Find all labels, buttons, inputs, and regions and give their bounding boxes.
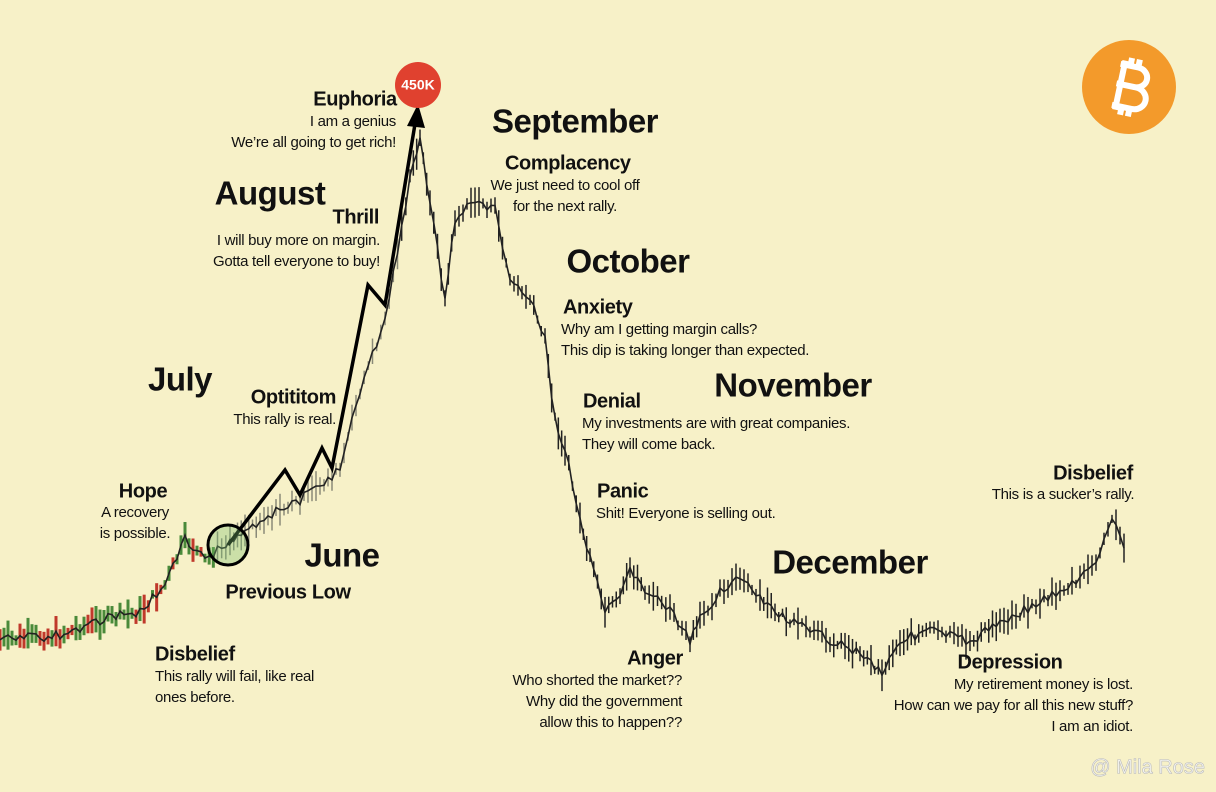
stage-line: Who shorted the market?? bbox=[512, 672, 682, 689]
stage-line: for the next rally. bbox=[513, 198, 617, 215]
price-line bbox=[0, 129, 1125, 692]
month-label: October bbox=[566, 243, 690, 280]
previous-low-label: Previous Low bbox=[225, 581, 351, 603]
stage-line: is possible. bbox=[100, 525, 171, 542]
stage-title: Denial bbox=[583, 390, 641, 412]
stage-line: Why did the government bbox=[526, 693, 683, 710]
month-label: July bbox=[148, 361, 213, 398]
watermark: @ Mila Rose bbox=[1090, 756, 1205, 778]
trend-arrow bbox=[226, 117, 418, 547]
stage-title: Thrill bbox=[333, 206, 380, 228]
badge-label: 450K bbox=[401, 77, 434, 93]
stage-line: I am a genius bbox=[310, 113, 396, 130]
stage-title: Euphoria bbox=[313, 88, 398, 110]
month-label: June bbox=[304, 537, 379, 574]
stage-line: Shit! Everyone is selling out. bbox=[596, 505, 775, 522]
stage-line: This rally is real. bbox=[233, 411, 336, 428]
month-label: September bbox=[492, 103, 659, 140]
stage-line: My investments are with great companies. bbox=[582, 415, 850, 432]
stage-title: Panic bbox=[597, 480, 649, 502]
stage-line: I am an idiot. bbox=[1051, 718, 1133, 735]
month-label: November bbox=[714, 367, 872, 404]
stage-line: This is a sucker’s rally. bbox=[992, 486, 1135, 503]
stage-title: Anger bbox=[627, 647, 683, 669]
price-path bbox=[0, 137, 1125, 678]
stage-title: Disbelief bbox=[1053, 462, 1133, 484]
badge bbox=[395, 62, 441, 108]
stage-title: Depression bbox=[958, 651, 1063, 673]
stage-line: ones before. bbox=[155, 689, 235, 706]
stage-line: They will come back. bbox=[582, 436, 715, 453]
stage-title: Optititom bbox=[251, 386, 336, 408]
arrow-head bbox=[407, 104, 425, 128]
previous-low-circle bbox=[206, 523, 250, 567]
stage-title: Anxiety bbox=[563, 296, 634, 318]
month-label: August bbox=[215, 175, 326, 212]
stage-line: I will buy more on margin. bbox=[217, 232, 380, 249]
stage-line: This dip is taking longer than expected. bbox=[561, 342, 809, 359]
stage-line: We just need to cool off bbox=[490, 177, 640, 194]
stage-line: We’re all going to get rich! bbox=[231, 134, 396, 151]
stage-line: Why am I getting margin calls? bbox=[561, 321, 757, 338]
month-label: December bbox=[772, 544, 928, 581]
stage-line: How can we pay for all this new stuff? bbox=[894, 697, 1133, 714]
stage-line: A recovery bbox=[101, 504, 170, 521]
stage-title: Disbelief bbox=[155, 643, 235, 665]
stage-title: Complacency bbox=[505, 152, 632, 174]
stage-line: This rally will fail, like real bbox=[155, 668, 314, 685]
stage-line: Gotta tell everyone to buy! bbox=[213, 253, 380, 270]
bitcoin-logo bbox=[1082, 40, 1176, 134]
stage-line: allow this to happen?? bbox=[539, 714, 682, 731]
stage-title: Hope bbox=[119, 480, 168, 502]
stage-line: My retirement money is lost. bbox=[954, 676, 1133, 693]
